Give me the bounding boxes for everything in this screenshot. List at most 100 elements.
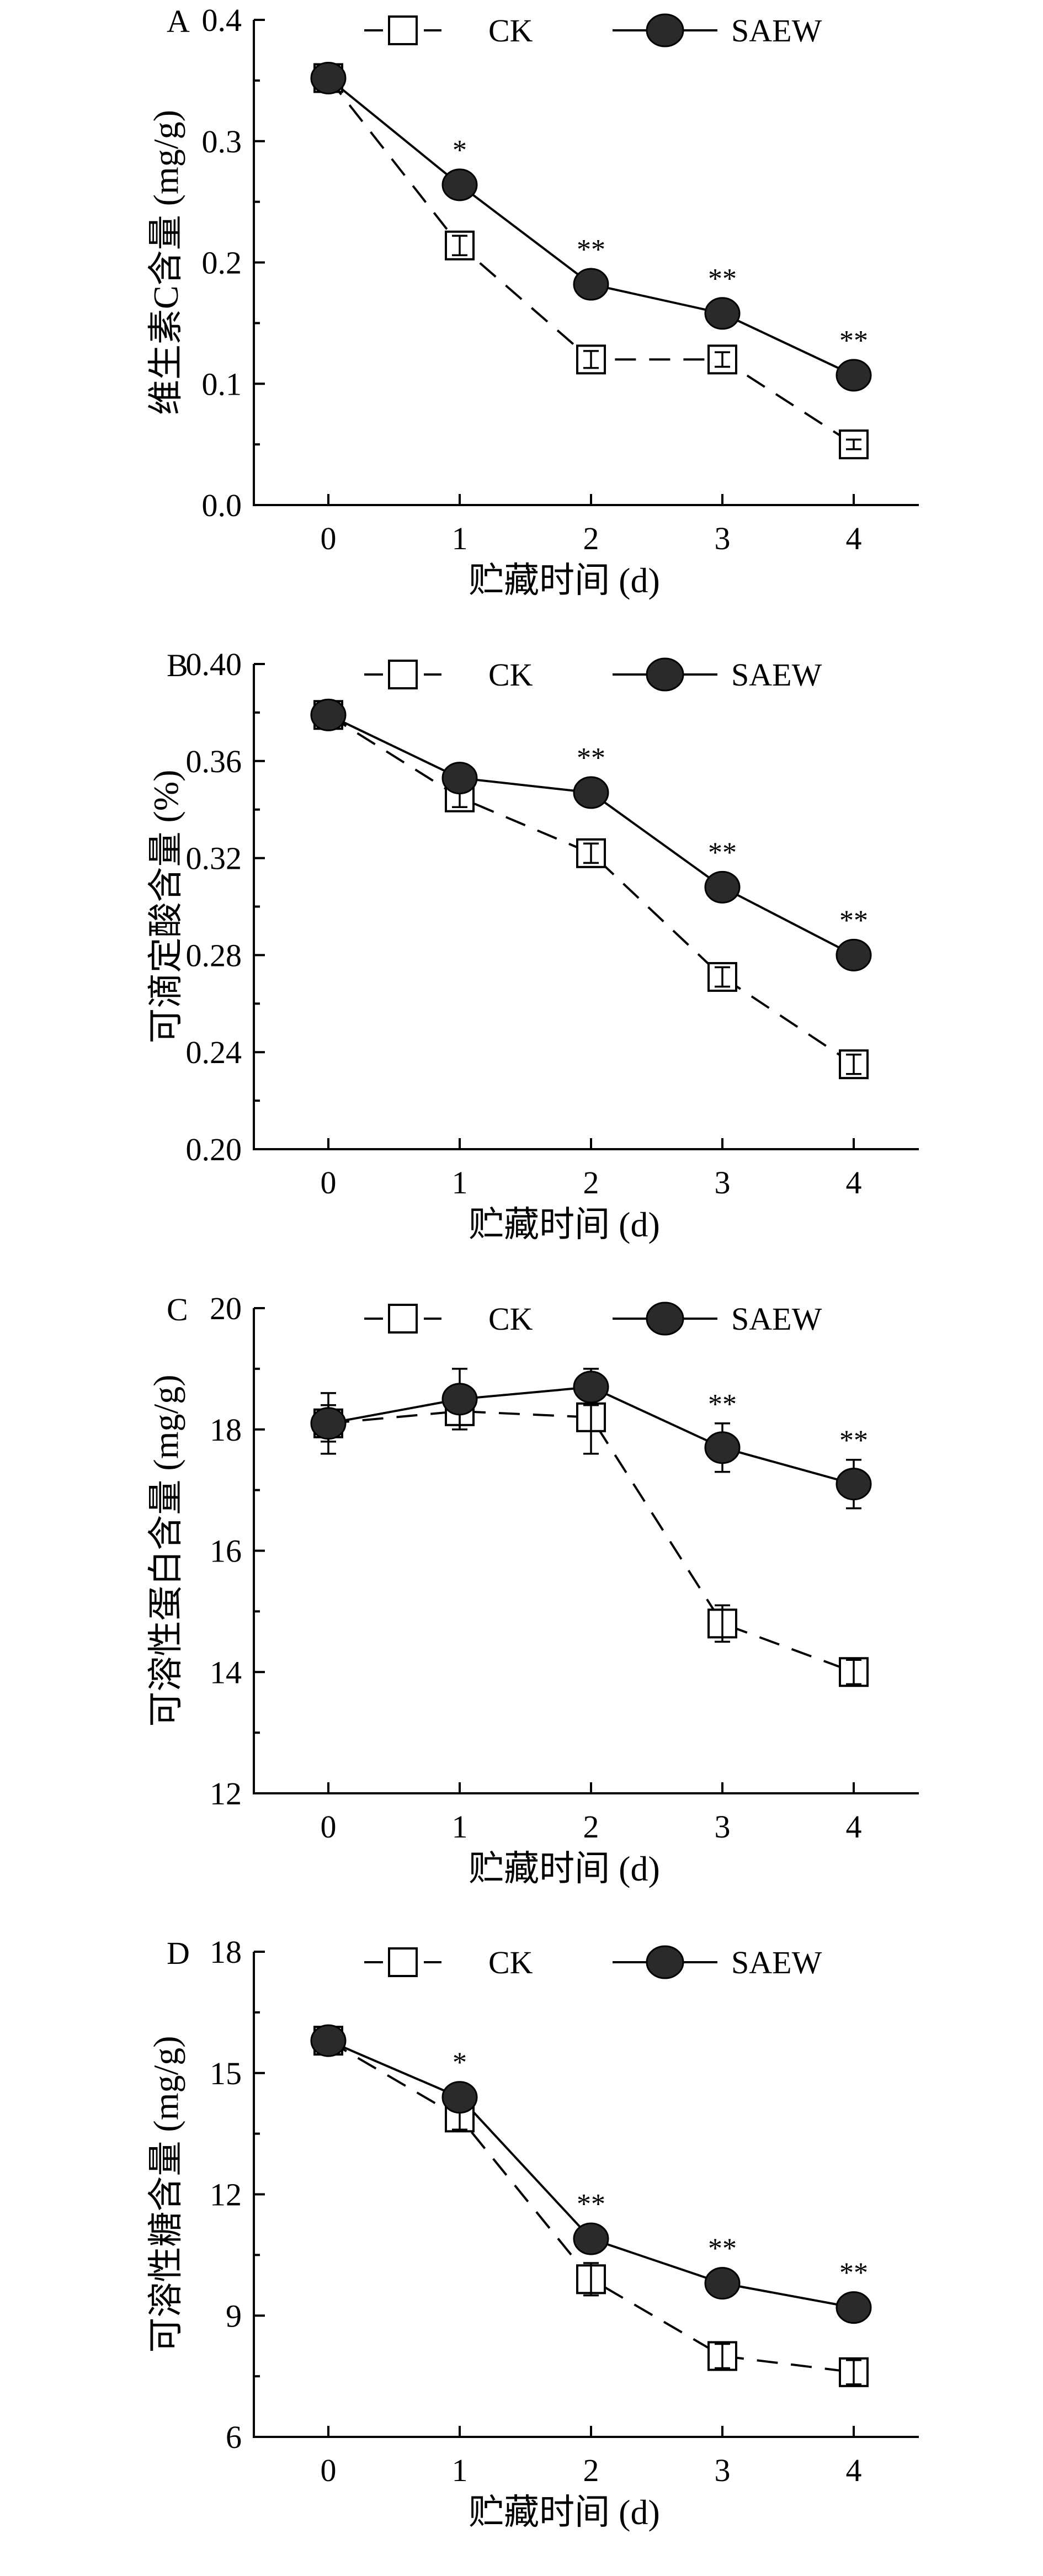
chart-a-y-tick-label: 0.0 bbox=[202, 487, 242, 523]
chart-d-saew-point bbox=[704, 2267, 741, 2300]
chart-c-legend-saew-label: SAEW bbox=[731, 1301, 822, 1337]
chart-a-y-tick-label: 0.4 bbox=[202, 2, 242, 38]
chart-b-y-tick-label: 0.36 bbox=[186, 743, 242, 779]
chart-a-y-tick-label: 0.3 bbox=[202, 124, 242, 160]
chart-a-saew-point bbox=[441, 168, 478, 201]
chart-a-legend-ck-marker bbox=[388, 15, 418, 45]
chart-a-y-tick-label: 0.1 bbox=[202, 366, 242, 402]
chart-d-significance-label: ** bbox=[577, 2189, 605, 2220]
chart-c-significance-label: ** bbox=[839, 1425, 868, 1457]
chart-a-significance-label: ** bbox=[577, 234, 605, 265]
chart-a-significance-label: ** bbox=[839, 325, 868, 357]
chart-c-x-tick-label: 4 bbox=[846, 1809, 862, 1845]
chart-b-saew-point bbox=[573, 776, 609, 809]
chart-a-saew-point bbox=[836, 359, 872, 392]
chart-panel-a: 0.0 0.1 0.2 0.3 0.4 0 1 2 3 4 A 贮藏时间 (d) 维生素C含量 (mg/… bbox=[0, 0, 1043, 644]
chart-c-x-tick-label: 0 bbox=[321, 1809, 337, 1845]
chart-a-panel-label: A bbox=[167, 3, 190, 39]
chart-b-saew-point bbox=[441, 762, 478, 795]
chart-d-y-tick-label: 15 bbox=[210, 2056, 242, 2091]
chart-b-y-tick-label: 0.24 bbox=[186, 1034, 242, 1070]
chart-b-legend-ck-marker bbox=[388, 660, 418, 689]
chart-d-saew-point bbox=[310, 2024, 347, 2057]
chart-a-significance-label: * bbox=[453, 135, 467, 166]
chart-d-legend-saew-label: SAEW bbox=[731, 1945, 822, 1980]
chart-b-y-axis-label: 可滴定酸含量 (%) bbox=[146, 770, 185, 1044]
chart-c-y-tick-label: 20 bbox=[210, 1290, 242, 1326]
chart-d-legend-saew-marker bbox=[646, 1945, 684, 1979]
chart-a-x-tick-label: 1 bbox=[452, 520, 468, 556]
chart-c-y-tick-label: 18 bbox=[210, 1412, 242, 1448]
chart-b-x-tick-label: 0 bbox=[321, 1165, 337, 1201]
chart-a-series-saew-line bbox=[327, 77, 854, 376]
chart-d-x-tick-label: 0 bbox=[321, 2452, 337, 2488]
chart-c-x-tick-label: 2 bbox=[583, 1809, 599, 1845]
chart-b-saew-point bbox=[310, 698, 347, 731]
chart-d-x-tick-label: 2 bbox=[583, 2452, 599, 2488]
chart-a-legend-ck-label: CK bbox=[488, 13, 533, 49]
chart-a-legend-saew-label: SAEW bbox=[731, 13, 822, 49]
chart-b-legend-ck-label: CK bbox=[488, 657, 533, 693]
chart-a-legend-saew-marker bbox=[646, 13, 684, 47]
chart-a-saew-point bbox=[573, 268, 609, 301]
chart-d-x-tick-label: 1 bbox=[452, 2452, 468, 2488]
chart-d-significance-label: ** bbox=[708, 2233, 737, 2265]
chart-d-legend-ck-label: CK bbox=[488, 1945, 533, 1980]
chart-b-significance-label: ** bbox=[577, 742, 605, 774]
chart-panel-b: 0.20 0.24 0.28 0.32 0.36 0.40 0 1 2 3 4 B 贮藏时间 (d) 可滴… bbox=[0, 644, 1043, 1288]
chart-b-series-ck-line bbox=[327, 714, 855, 1065]
chart-c-significance-label: ** bbox=[708, 1389, 737, 1420]
chart-b-y-tick-label: 0.32 bbox=[186, 841, 242, 877]
chart-a-significance-label: ** bbox=[708, 263, 737, 295]
chart-d-x-axis-label: 贮藏时间 (d) bbox=[469, 2493, 660, 2532]
chart-a-x-tick-label: 4 bbox=[846, 520, 862, 556]
chart-b-panel-label: B bbox=[167, 647, 188, 683]
chart-d-legend-ck-marker bbox=[388, 1947, 418, 1977]
chart-c-saew-point bbox=[704, 1431, 741, 1464]
chart-b-significance-label: ** bbox=[839, 905, 868, 936]
chart-a-x-axis-label: 贮藏时间 (d) bbox=[469, 561, 660, 600]
chart-b-saew-point bbox=[704, 870, 741, 904]
chart-b-saew-point bbox=[836, 938, 872, 971]
chart-c-legend-saew-marker bbox=[646, 1302, 684, 1336]
chart-d-panel-label: D bbox=[167, 1935, 190, 1971]
chart-d-saew-point bbox=[836, 2291, 872, 2324]
chart-c-x-tick-label: 3 bbox=[715, 1809, 731, 1845]
chart-b-x-tick-label: 2 bbox=[583, 1165, 599, 1201]
chart-b-x-tick-label: 3 bbox=[715, 1165, 731, 1201]
chart-d-significance-label: ** bbox=[839, 2258, 868, 2289]
chart-d-y-tick-label: 6 bbox=[226, 2419, 242, 2455]
chart-b-y-tick-label: 0.28 bbox=[186, 937, 242, 973]
chart-a-x-tick-label: 0 bbox=[321, 520, 337, 556]
chart-b-y-tick-label: 0.20 bbox=[186, 1132, 242, 1167]
chart-c-saew-point bbox=[836, 1468, 872, 1501]
chart-b-y-tick-label: 0.40 bbox=[186, 646, 242, 682]
chart-c-x-axis-label: 贮藏时间 (d) bbox=[469, 1849, 660, 1888]
chart-c-x-tick-label: 1 bbox=[452, 1809, 468, 1845]
chart-d-saew-point bbox=[441, 2081, 478, 2114]
chart-d-y-tick-label: 18 bbox=[210, 1934, 242, 1970]
chart-c-y-tick-label: 12 bbox=[210, 1776, 242, 1812]
chart-a-saew-point bbox=[704, 297, 741, 330]
chart-c-saew-point bbox=[310, 1407, 347, 1440]
chart-b-legend-saew-label: SAEW bbox=[731, 657, 822, 693]
chart-c-panel-label: C bbox=[167, 1292, 188, 1327]
chart-d-y-tick-label: 9 bbox=[226, 2298, 242, 2334]
chart-d-y-tick-label: 12 bbox=[210, 2177, 242, 2213]
chart-panel-d: 6 9 12 15 18 0 1 2 3 4 D 贮藏时间 (d) 可溶性糖含量 (mg/g) CK SAE… bbox=[0, 1932, 1043, 2576]
chart-c-legend-ck-marker bbox=[388, 1304, 418, 1334]
chart-a-svg: 0.0 0.1 0.2 0.3 0.4 0 1 2 3 4 A 贮藏时间 (d) 维生素C含量 (mg/… bbox=[146, 2, 919, 600]
chart-a-x-tick-label: 3 bbox=[715, 520, 731, 556]
chart-c-legend-ck-label: CK bbox=[488, 1301, 533, 1337]
chart-c-series-ck-line bbox=[328, 1410, 854, 1674]
chart-c-y-tick-label: 14 bbox=[210, 1654, 242, 1690]
chart-d-y-axis-label: 可溶性糖含量 (mg/g) bbox=[146, 2036, 185, 2352]
chart-d-x-tick-label: 3 bbox=[715, 2452, 731, 2488]
chart-panel-c: 12 14 16 18 20 0 1 2 3 4 C 贮藏时间 (d) 可溶性蛋白含量 (mg/g) CK… bbox=[0, 1288, 1043, 1932]
chart-d-x-tick-label: 4 bbox=[846, 2452, 862, 2488]
chart-c-y-axis-label: 可溶性蛋白含量 (mg/g) bbox=[146, 1374, 185, 1727]
chart-b-legend-saew-marker bbox=[646, 657, 684, 692]
chart-c-saew-point bbox=[573, 1371, 609, 1404]
